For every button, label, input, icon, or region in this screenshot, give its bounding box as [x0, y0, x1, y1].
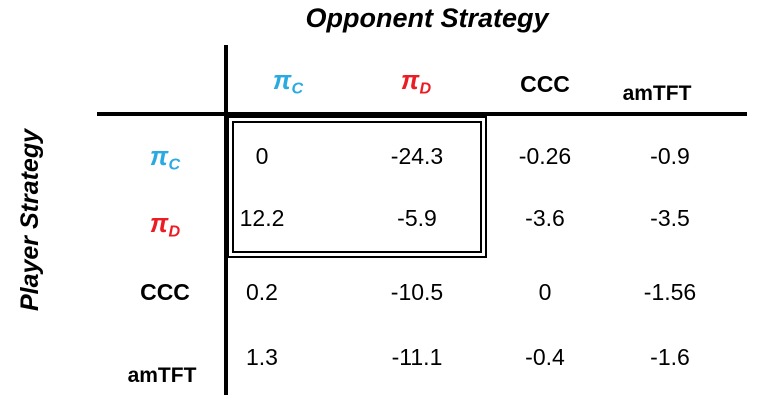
pi-subscript: D — [168, 222, 181, 241]
pi-subscript: D — [419, 79, 432, 98]
pi-symbol: π — [149, 208, 169, 238]
matrix-cell-pid-pid: -5.9 — [397, 205, 437, 231]
highlight-box-inner-line — [232, 121, 482, 253]
matrix-cell-pid-pic: 12.2 — [239, 205, 285, 231]
pi-symbol: π — [149, 141, 169, 171]
matrix-cell-pid-ccc: -3.6 — [525, 205, 565, 231]
header-divider-line — [97, 112, 747, 116]
matrix-cell-amtft-pid: -11.1 — [391, 344, 443, 370]
matrix-cell-amtft-amtft: -1.6 — [650, 344, 690, 370]
matrix-cell-pic-amtft: -0.9 — [650, 143, 690, 169]
row-header-pi-c: πC — [110, 138, 220, 174]
opponent-strategy-title: Opponent Strategy — [305, 3, 549, 33]
matrix-cell-pic-pic: 0 — [255, 143, 269, 169]
matrix-cell-ccc-amtft: -1.56 — [643, 279, 697, 305]
row-label-divider-line — [224, 45, 228, 395]
matrix-cell-ccc-pic: 0.2 — [246, 279, 278, 305]
col-header-pi-c: πC — [233, 62, 343, 98]
matrix-cell-amtft-ccc: -0.4 — [525, 344, 565, 370]
matrix-cell-pic-ccc: -0.26 — [518, 143, 572, 169]
matrix-cell-ccc-ccc: 0 — [538, 279, 552, 305]
col-header-ccc: CCC — [520, 71, 570, 97]
matrix-cell-pid-amtft: -3.5 — [650, 205, 690, 231]
pi-subscript: C — [168, 155, 181, 174]
col-header-pi-d: πD — [361, 62, 471, 98]
row-header-pi-d: πD — [110, 205, 220, 241]
matrix-cell-pic-pid: -24.3 — [390, 143, 444, 169]
row-header-ccc: CCC — [140, 279, 190, 305]
player-strategy-axis-label: Player Strategy — [16, 128, 44, 312]
col-header-amtft: amTFT — [622, 82, 692, 105]
highlight-box-2x2-submatrix — [227, 116, 487, 258]
pi-symbol: π — [400, 65, 420, 95]
matrix-cell-ccc-pid: -10.5 — [390, 279, 444, 305]
row-header-amtft: amTFT — [127, 364, 197, 387]
matrix-cell-amtft-pic: 1.3 — [246, 344, 278, 370]
pi-subscript: C — [291, 79, 304, 98]
pi-symbol: π — [272, 65, 292, 95]
